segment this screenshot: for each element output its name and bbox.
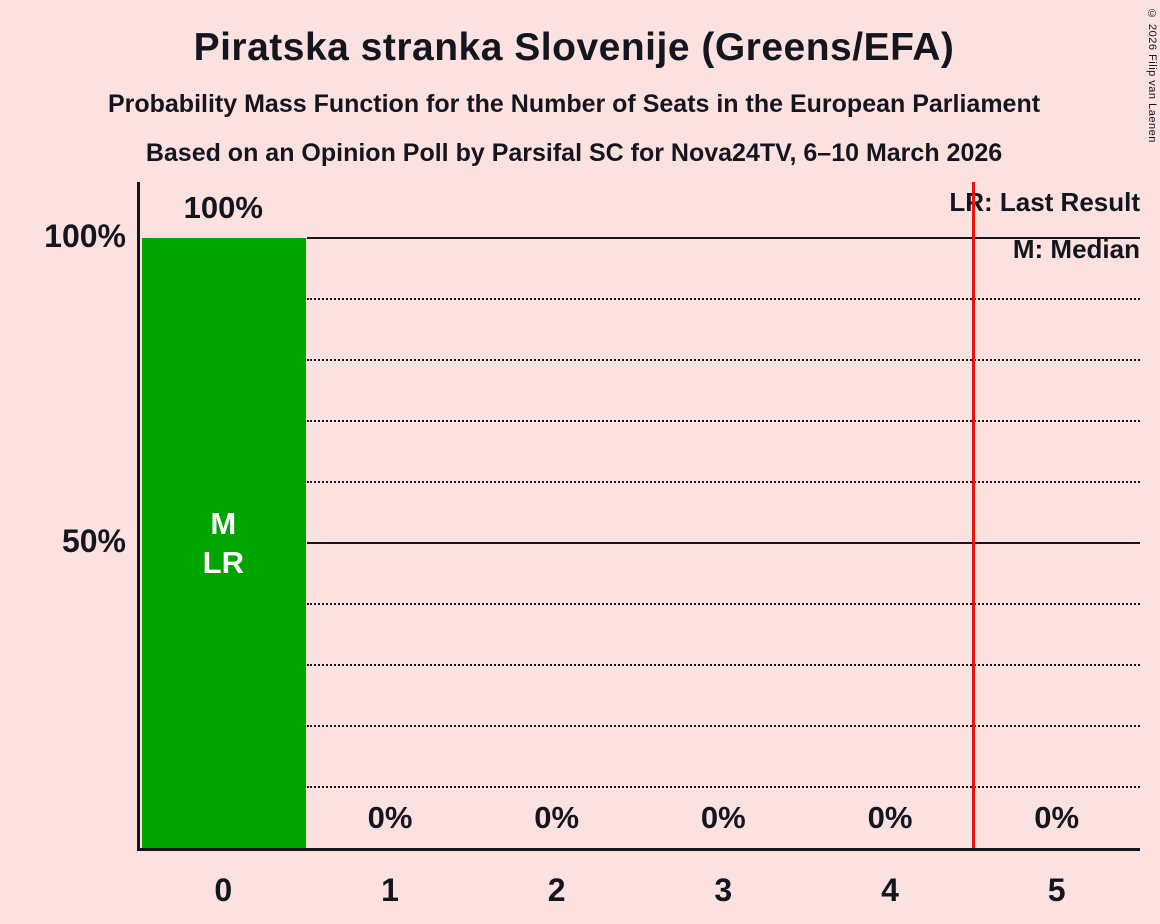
gridline-dotted: [306, 725, 1140, 727]
bar-value-label: 0%: [867, 800, 913, 835]
y-axis-label: 50%: [61, 523, 126, 559]
copyright-notice: © 2026 Filip van Laenen: [1146, 8, 1158, 143]
x-axis-label-4: 4: [881, 872, 899, 908]
gridline-dotted: [306, 786, 1140, 788]
bar-value-label: 0%: [700, 800, 746, 835]
x-axis-line: [137, 848, 1140, 851]
bar-seats-0: [141, 238, 307, 848]
bar-value-label: 0%: [534, 800, 580, 835]
gridline-dotted: [306, 298, 1140, 300]
last-result-line: [972, 182, 975, 848]
gridline-dotted: [306, 420, 1140, 422]
x-axis-label-2: 2: [547, 872, 566, 908]
chart-subtitle-poll: Based on an Opinion Poll by Parsifal SC …: [145, 139, 1003, 167]
x-axis-label-1: 1: [381, 872, 399, 908]
gridline-dotted: [306, 664, 1140, 666]
bar-value-label: 100%: [183, 190, 263, 225]
gridline-solid: [306, 542, 1140, 544]
chart-subtitle: Probability Mass Function for the Number…: [107, 90, 1041, 118]
legend-median-label: M: Median: [1012, 234, 1140, 264]
x-axis-label-5: 5: [1047, 872, 1066, 908]
legend-last-result-label: LR: Last Result: [949, 187, 1140, 217]
bar-value-label: 0%: [367, 800, 413, 835]
x-axis-label-3: 3: [714, 872, 733, 908]
gridline-dotted: [306, 481, 1140, 483]
gridline-dotted: [306, 603, 1140, 605]
gridline-solid: [306, 237, 1140, 239]
chart-title: Piratska stranka Slovenije (Greens/EFA): [193, 26, 955, 69]
y-axis-label: 100%: [44, 218, 126, 254]
gridline-dotted: [306, 359, 1140, 361]
median-last-result-marker: M LR: [202, 506, 244, 580]
bar-value-label: 0%: [1034, 800, 1080, 835]
x-axis-label-0: 0: [214, 872, 233, 908]
y-axis-line: [137, 182, 140, 851]
